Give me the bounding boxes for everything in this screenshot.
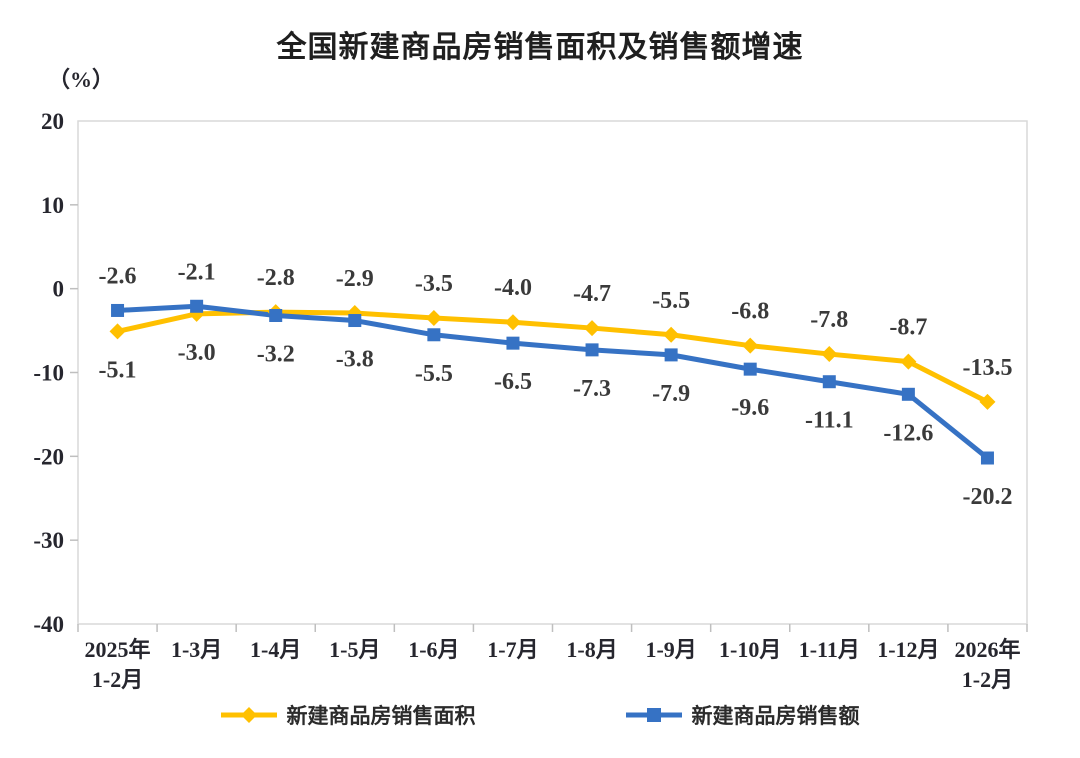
- svg-text:-13.5: -13.5: [962, 355, 1012, 381]
- svg-text:1-5月: 1-5月: [329, 637, 380, 662]
- svg-text:-9.6: -9.6: [731, 395, 769, 421]
- svg-text:-5.5: -5.5: [415, 361, 453, 387]
- svg-text:-4.7: -4.7: [573, 281, 611, 307]
- svg-text:-12.6: -12.6: [883, 420, 933, 446]
- legend-label-sales-area: 新建商品房销售面积: [286, 704, 476, 728]
- chart-legend: 新建商品房销售面积 新建商品房销售额: [0, 700, 1080, 730]
- legend-item-sales-area: 新建商品房销售面积: [220, 700, 476, 730]
- svg-text:-3.8: -3.8: [336, 347, 374, 373]
- svg-text:-20: -20: [33, 444, 64, 469]
- svg-text:-4.0: -4.0: [494, 275, 532, 301]
- svg-text:-7.3: -7.3: [573, 376, 611, 402]
- svg-text:-5.1: -5.1: [99, 357, 137, 383]
- svg-text:1-6月: 1-6月: [408, 637, 459, 662]
- svg-text:-3.0: -3.0: [178, 340, 216, 366]
- svg-text:1-9月: 1-9月: [645, 637, 696, 662]
- svg-text:-40: -40: [33, 612, 64, 637]
- legend-item-sales-amount: 新建商品房销售额: [625, 700, 860, 730]
- y-axis-unit-label: （%）: [48, 67, 115, 92]
- svg-text:-7.8: -7.8: [810, 307, 848, 333]
- svg-text:1-4月: 1-4月: [250, 637, 301, 662]
- svg-text:-2.9: -2.9: [336, 266, 374, 292]
- svg-text:1-7月: 1-7月: [487, 637, 538, 662]
- legend-marker-diamond-icon: [220, 707, 277, 723]
- svg-text:-11.1: -11.1: [805, 408, 854, 434]
- svg-text:-6.5: -6.5: [494, 369, 532, 395]
- legend-label-sales-amount: 新建商品房销售额: [691, 704, 860, 728]
- line-chart-plot-area: 20 10 0 -10 -20 -30 -40 2025年 1-2月 1-3月 1-4月 1-5月 1-…: [33, 109, 1028, 692]
- svg-text:-20.2: -20.2: [962, 484, 1012, 510]
- svg-text:1-8月: 1-8月: [566, 637, 617, 662]
- svg-text:-7.9: -7.9: [652, 381, 690, 407]
- svg-text:-2.6: -2.6: [99, 263, 137, 289]
- svg-text:10: 10: [41, 193, 64, 218]
- svg-text:-5.5: -5.5: [652, 288, 690, 314]
- svg-text:-3.5: -3.5: [415, 271, 453, 297]
- svg-text:20: 20: [41, 109, 64, 134]
- svg-text:-2.1: -2.1: [178, 259, 216, 285]
- svg-text:-30: -30: [33, 528, 64, 553]
- svg-text:-3.2: -3.2: [257, 341, 295, 367]
- svg-text:-10: -10: [33, 361, 64, 386]
- svg-text:-8.7: -8.7: [889, 315, 927, 341]
- svg-text:1-10月: 1-10月: [719, 637, 781, 662]
- legend-marker-square-icon: [625, 708, 682, 722]
- svg-text:1-3月: 1-3月: [171, 637, 222, 662]
- svg-text:-2.8: -2.8: [257, 265, 295, 291]
- svg-text:1-11月: 1-11月: [799, 637, 860, 662]
- svg-text:-6.8: -6.8: [731, 299, 769, 325]
- chart-title: 全国新建商品房销售面积及销售额增速: [276, 31, 804, 64]
- svg-text:0: 0: [53, 277, 65, 302]
- svg-text:1-12月: 1-12月: [877, 637, 939, 662]
